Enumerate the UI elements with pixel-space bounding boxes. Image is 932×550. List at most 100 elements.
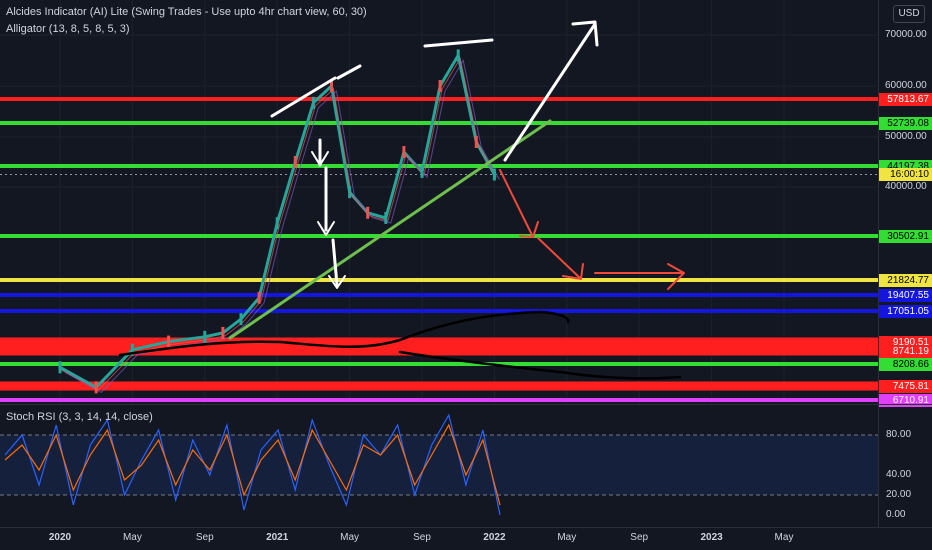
candle: [330, 80, 333, 92]
level-line: [0, 362, 878, 366]
drawing-stroke[interactable]: [118, 310, 570, 357]
level-price-tag: 19407.55: [879, 288, 932, 302]
level-line: [0, 121, 878, 125]
time-tick-label: 2021: [266, 532, 289, 543]
price-axis[interactable]: [878, 0, 932, 404]
candle: [438, 80, 442, 92]
stoch-band-fill: [0, 435, 878, 495]
drawing-stroke[interactable]: [537, 237, 581, 279]
countdown-tag: 16:00:10: [879, 167, 932, 181]
alligator-jaw: [64, 59, 500, 394]
indicator-legend[interactable]: Alcides Indicator (AI) Lite (Swing Trade…: [6, 6, 367, 18]
drawing-stroke[interactable]: [571, 20, 599, 47]
stoch-series: [4, 413, 501, 516]
price-chart-background: [0, 0, 878, 404]
price-candles: [58, 49, 500, 394]
level-line: [0, 337, 878, 347]
candle: [167, 335, 171, 348]
drawing-stroke[interactable]: [328, 275, 346, 289]
drawing-stroke[interactable]: [503, 22, 597, 162]
time-tick-label: 2022: [483, 532, 506, 543]
level-line: [0, 97, 878, 101]
drawing-stroke[interactable]: [270, 76, 337, 118]
time-tick-label: May: [340, 532, 360, 543]
level-price-tag: 7475.81: [879, 379, 932, 393]
candle: [366, 206, 370, 219]
stoch-band: [0, 434, 878, 496]
currency-button[interactable]: USD: [893, 5, 925, 23]
candle: [456, 49, 460, 62]
level-price-tag: 17051.05: [879, 304, 932, 318]
candle: [293, 155, 297, 168]
level-price-tag: 6710.91: [879, 393, 932, 407]
candle: [492, 168, 496, 181]
price-tick-label: 50000.00: [885, 131, 927, 142]
time-tick-label: Sep: [195, 532, 214, 543]
stoch-background: [0, 405, 878, 527]
drawing-stroke[interactable]: [228, 119, 552, 340]
stoch-tick-label: 20.00: [886, 489, 912, 500]
level-line: [0, 346, 878, 356]
stoch-series: [4, 423, 501, 506]
drawing-stroke[interactable]: [499, 169, 533, 236]
candle: [239, 313, 243, 326]
level-line: [0, 234, 878, 238]
level-price-tag: 52739.08: [879, 116, 932, 130]
level-line: [0, 398, 878, 402]
level-price-tag: 8208.66: [879, 357, 932, 371]
time-tick-label: 2023: [700, 532, 723, 543]
candle: [130, 343, 134, 356]
candle: [203, 330, 207, 343]
level-line: [0, 381, 878, 391]
drawing-stroke[interactable]: [317, 221, 335, 236]
candle: [420, 165, 424, 178]
drawing-stroke[interactable]: [562, 263, 584, 280]
drawing-stroke[interactable]: [423, 38, 494, 48]
candle: [94, 381, 98, 394]
drawing-stroke[interactable]: [311, 151, 329, 166]
stoch-tick-label: 0.00: [886, 509, 906, 520]
level-line: [0, 293, 878, 297]
candle: [474, 135, 478, 148]
price-tick-label: 60000.00: [885, 80, 927, 91]
stoch-lines: [4, 413, 501, 516]
price-tick-label: 70000.00: [885, 29, 927, 40]
candle: [221, 326, 225, 339]
stoch-axis[interactable]: [878, 405, 932, 527]
candle: [257, 291, 261, 304]
candle: [402, 145, 406, 158]
level-line: [0, 164, 878, 168]
stoch-legend[interactable]: Stoch RSI (3, 3, 14, 14, close): [6, 411, 153, 423]
time-tick-label: May: [774, 532, 794, 543]
drawings: [118, 20, 685, 380]
time-tick-label: 2020: [48, 532, 72, 543]
level-price-tag: 21824.77: [879, 273, 932, 287]
drawing-stroke[interactable]: [336, 64, 362, 80]
time-tick-label: May: [557, 532, 577, 543]
price-tick-label: 40000.00: [885, 181, 927, 192]
candle: [311, 96, 315, 109]
level-line: [0, 278, 878, 282]
candle: [384, 211, 388, 224]
candle: [348, 186, 352, 199]
drawing-stroke[interactable]: [398, 350, 682, 380]
drawing-stroke[interactable]: [667, 263, 685, 290]
pane-separator[interactable]: [0, 404, 932, 405]
time-tick-label: May: [122, 532, 142, 543]
time-tick-label: Sep: [630, 532, 649, 543]
stoch-tick-label: 80.00: [886, 429, 912, 440]
price-chart[interactable]: [0, 0, 878, 404]
alligator-lips: [61, 57, 497, 392]
level-price-tag: 57813.67: [879, 92, 932, 106]
time-tick-label: Sep: [413, 532, 431, 543]
alligator-legend[interactable]: Alligator (13, 8, 5, 8, 5, 3): [6, 23, 130, 35]
drawing-stroke[interactable]: [331, 238, 339, 287]
candle: [275, 217, 279, 230]
level-price-tag: 8741.19: [879, 344, 932, 358]
stoch-rsi-chart[interactable]: [0, 405, 878, 527]
level-line: [0, 309, 878, 313]
time-axis-separator: [0, 527, 932, 528]
drawing-stroke[interactable]: [519, 221, 539, 238]
level-price-tag: 30502.91: [879, 229, 932, 243]
